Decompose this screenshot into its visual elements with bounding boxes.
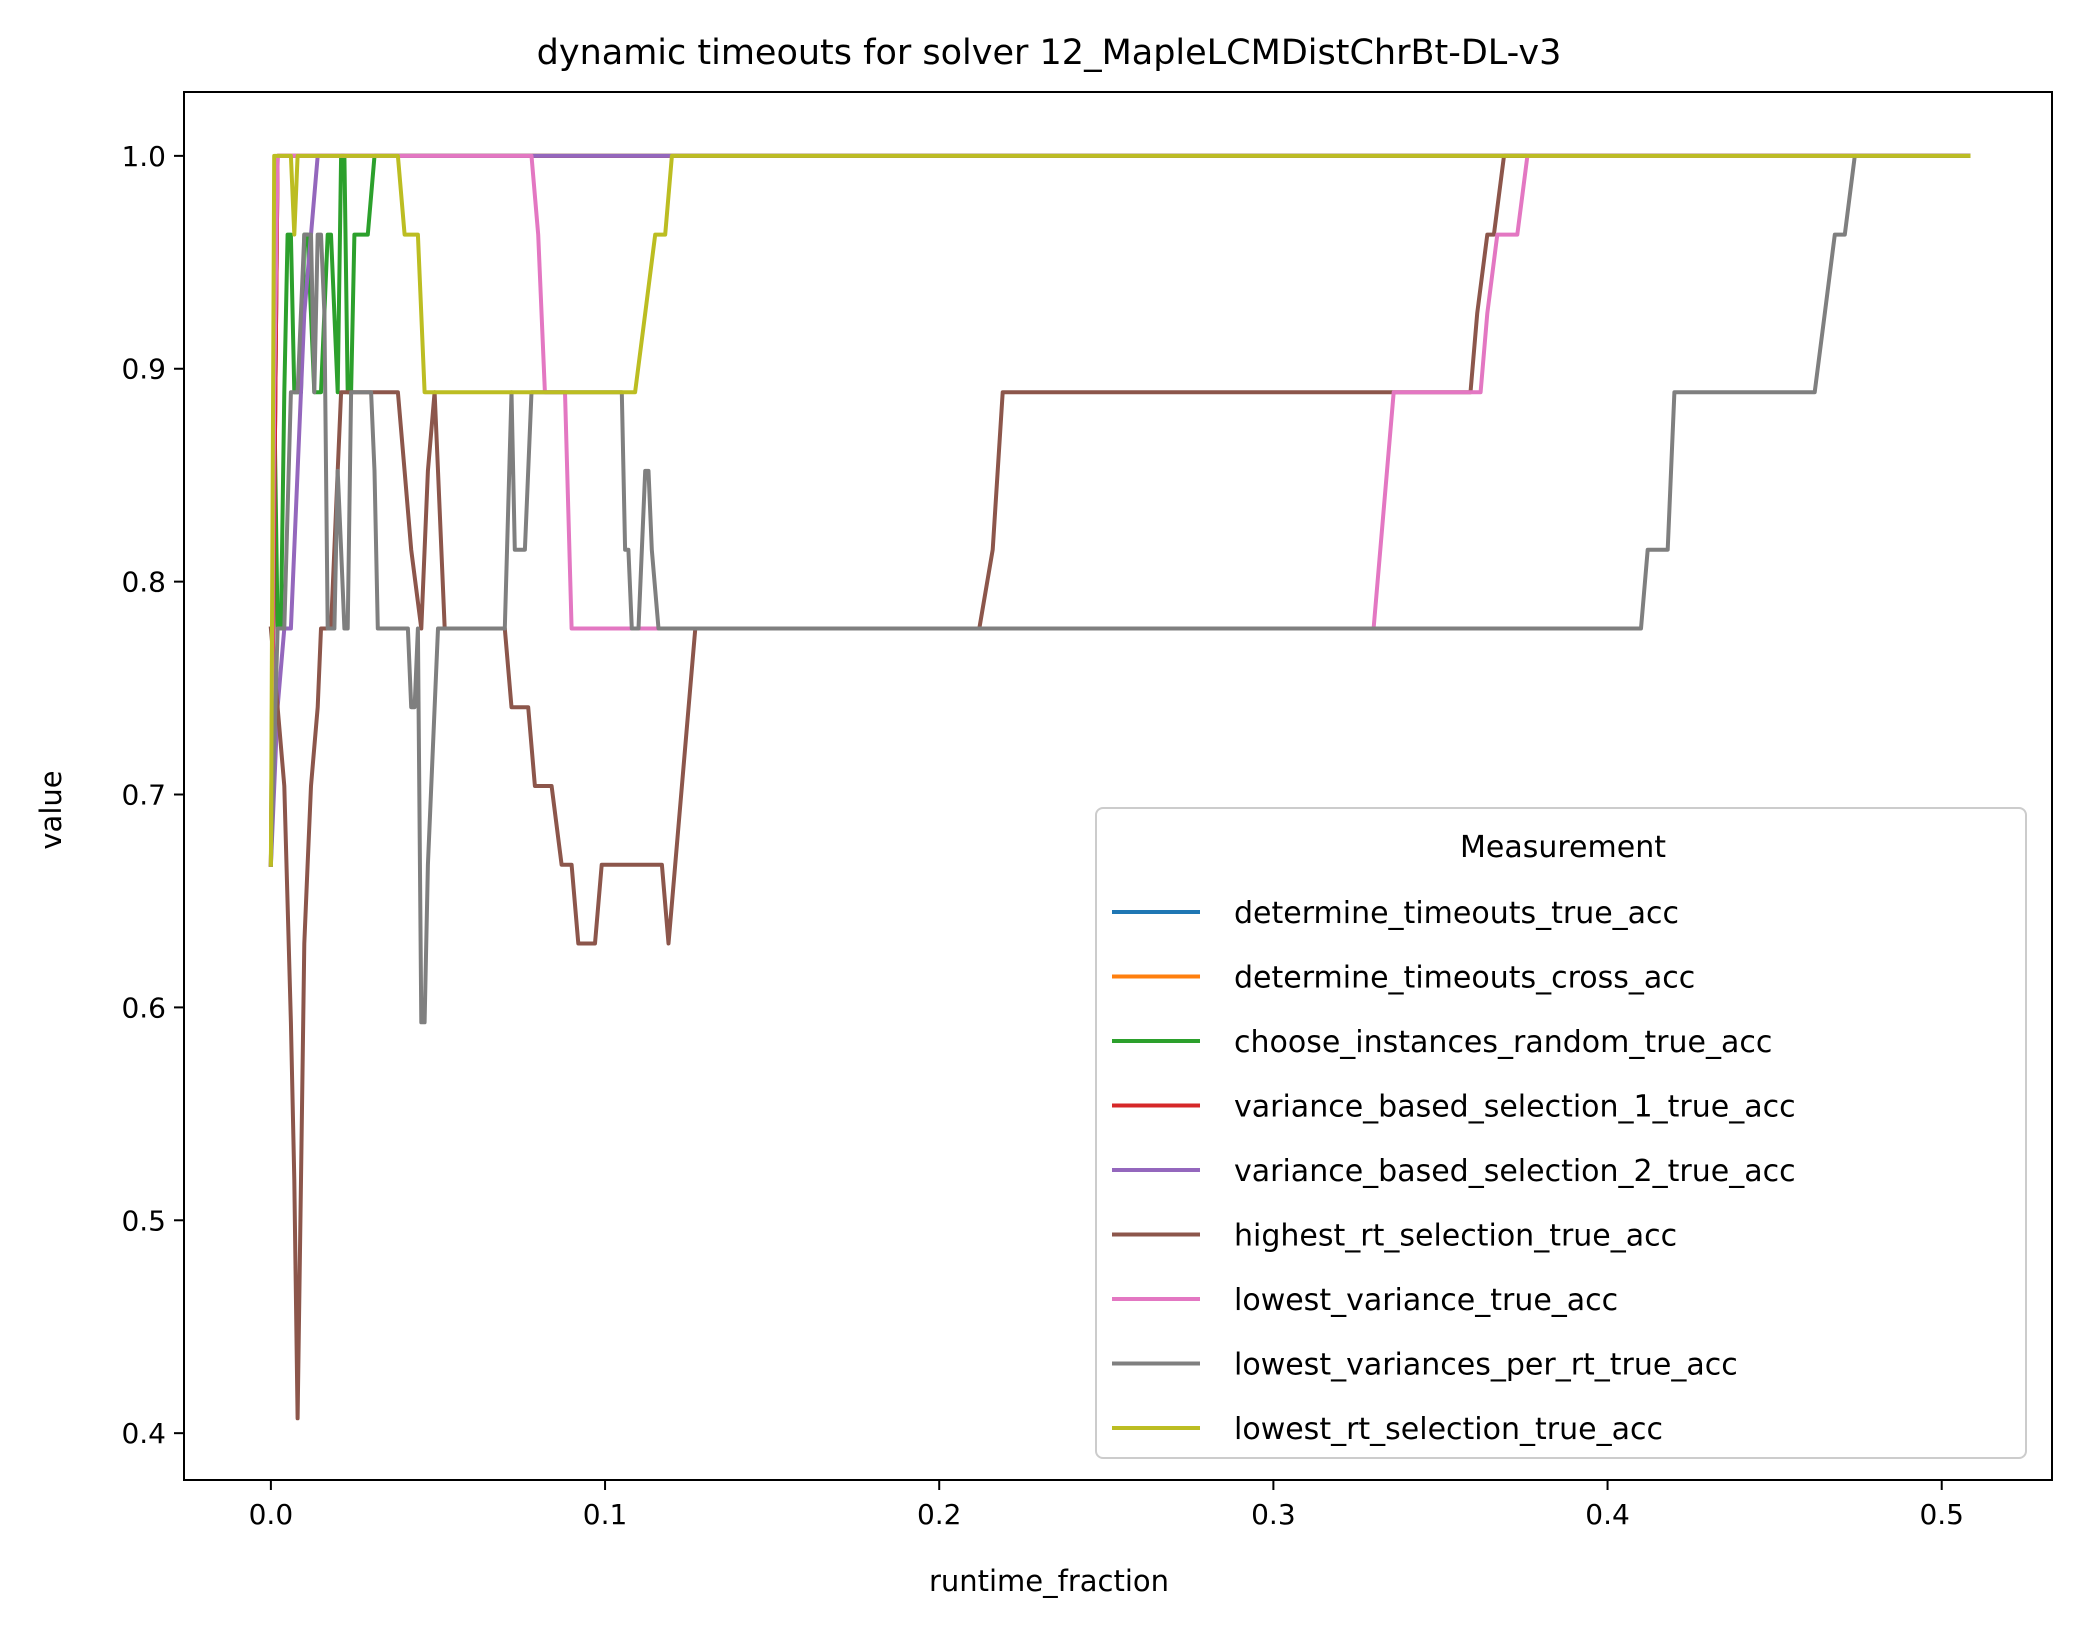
x-tick-label: 0.0 bbox=[249, 1498, 294, 1531]
chart-title: dynamic timeouts for solver 12_MapleLCMD… bbox=[537, 33, 1562, 73]
x-tick-label: 0.1 bbox=[583, 1498, 628, 1531]
legend-label-lowest_rt_selection_true_acc: lowest_rt_selection_true_acc bbox=[1234, 1412, 1663, 1447]
y-axis-label: value bbox=[34, 770, 68, 849]
x-tick-label: 0.5 bbox=[1919, 1498, 1964, 1531]
y-axis: 0.4 0.5 0.6 0.7 0.8 0.9 1.0 bbox=[121, 140, 184, 1450]
legend-label-lowest_variance_true_acc: lowest_variance_true_acc bbox=[1234, 1283, 1618, 1318]
legend-label-determine_timeouts_true_acc: determine_timeouts_true_acc bbox=[1234, 896, 1679, 931]
y-tick-label: 0.8 bbox=[121, 566, 166, 599]
legend: Measurement determine_timeouts_true_accd… bbox=[1095, 807, 2027, 1459]
legend-label-lowest_variances_per_rt_true_acc: lowest_variances_per_rt_true_acc bbox=[1234, 1348, 1738, 1383]
plot-lines bbox=[268, 153, 1971, 1421]
legend-label-highest_rt_selection_true_acc: highest_rt_selection_true_acc bbox=[1234, 1219, 1677, 1254]
legend-box bbox=[1095, 807, 2027, 1459]
series-line-lowest_variances_per_rt_true_acc bbox=[268, 153, 1971, 1025]
legend-label-variance_based_selection_1_true_acc: variance_based_selection_1_true_acc bbox=[1234, 1090, 1796, 1125]
plot-area-frame bbox=[183, 91, 2053, 1481]
x-axis: 0.0 0.1 0.2 0.3 0.4 0.5 bbox=[249, 1480, 1964, 1531]
legend-items: determine_timeouts_true_acc determine_tim… bbox=[1112, 896, 1796, 1447]
legend-title: Measurement bbox=[1460, 830, 1666, 865]
y-tick-label: 0.7 bbox=[121, 779, 166, 812]
series-line-choose_instances_random_true_acc bbox=[268, 153, 1971, 867]
x-tick-label: 0.2 bbox=[917, 1498, 962, 1531]
y-tick-label: 0.9 bbox=[121, 353, 166, 386]
y-tick-label: 0.6 bbox=[121, 991, 166, 1024]
x-axis-label: runtime_fraction bbox=[929, 1564, 1169, 1598]
x-tick-label: 0.3 bbox=[1251, 1498, 1296, 1531]
legend-label-choose_instances_random_true_acc: choose_instances_random_true_acc bbox=[1234, 1025, 1772, 1060]
series-line-lowest_rt_selection_true_acc bbox=[268, 153, 1971, 867]
legend-label-determine_timeouts_cross_acc: determine_timeouts_cross_acc bbox=[1234, 961, 1695, 996]
y-tick-label: 0.5 bbox=[121, 1204, 166, 1237]
y-tick-label: 1.0 bbox=[121, 140, 166, 173]
legend-label-variance_based_selection_2_true_acc: variance_based_selection_2_true_acc bbox=[1234, 1154, 1796, 1189]
y-tick-label: 0.4 bbox=[121, 1417, 166, 1450]
x-tick-label: 0.4 bbox=[1585, 1498, 1630, 1531]
